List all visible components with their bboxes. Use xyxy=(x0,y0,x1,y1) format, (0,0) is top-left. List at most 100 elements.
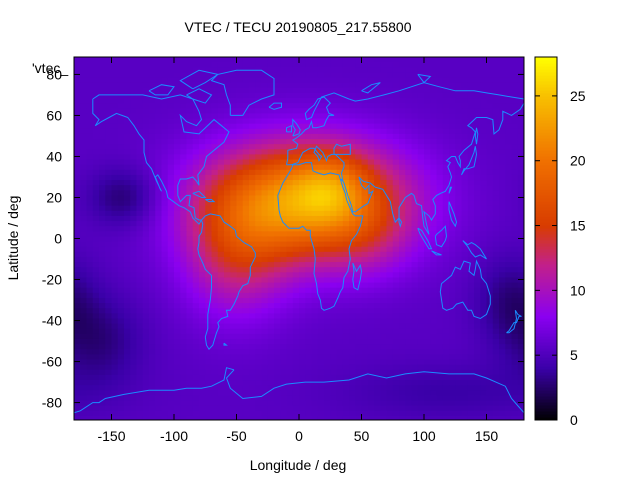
heatmap-cell xyxy=(242,164,250,171)
heatmap-cell xyxy=(486,149,494,156)
heatmap-cell xyxy=(442,354,450,361)
heatmap-cell xyxy=(374,57,381,63)
heatmap-cell xyxy=(480,354,488,361)
heatmap-cell xyxy=(99,82,106,89)
heatmap-cell xyxy=(455,82,463,89)
heatmap-cell xyxy=(330,164,338,171)
heatmap-cell xyxy=(130,113,138,120)
heatmap-cell xyxy=(199,123,206,130)
heatmap-cell xyxy=(405,169,413,176)
heatmap-cell xyxy=(499,72,506,79)
heatmap-cell xyxy=(99,241,106,248)
heatmap-cell xyxy=(517,144,524,150)
heatmap-cell xyxy=(74,72,81,79)
heatmap-cell xyxy=(311,328,319,335)
heatmap-cell xyxy=(511,359,519,366)
heatmap-cell xyxy=(461,98,469,104)
heatmap-cell xyxy=(424,277,431,284)
heatmap-cell xyxy=(155,272,163,279)
heatmap-cell xyxy=(299,236,306,243)
heatmap-cell xyxy=(392,154,400,161)
heatmap-cell xyxy=(117,297,125,304)
heatmap-cell xyxy=(299,82,306,89)
heatmap-cell xyxy=(105,349,113,355)
heatmap-cell xyxy=(86,133,94,140)
heatmap-cell xyxy=(286,400,294,407)
heatmap-cell xyxy=(467,374,475,381)
heatmap-cell xyxy=(280,231,288,238)
heatmap-cell xyxy=(311,359,319,366)
heatmap-cell xyxy=(249,364,256,371)
heatmap-cell xyxy=(330,323,338,330)
heatmap-cell xyxy=(180,200,188,207)
heatmap-cell xyxy=(280,67,288,73)
heatmap-cell xyxy=(155,103,163,109)
heatmap-cell xyxy=(517,103,524,109)
heatmap-cell xyxy=(492,180,500,186)
heatmap-cell xyxy=(155,318,163,325)
heatmap-cell xyxy=(399,185,406,191)
heatmap-cell xyxy=(367,267,375,273)
heatmap-cell xyxy=(99,92,106,99)
heatmap-cell xyxy=(486,390,494,396)
heatmap-cell xyxy=(192,287,200,294)
heatmap-cell xyxy=(167,123,175,130)
heatmap-cell xyxy=(236,92,244,99)
heatmap-cell xyxy=(517,380,524,386)
heatmap-cell xyxy=(405,113,413,120)
heatmap-cell xyxy=(392,405,400,412)
heatmap-cell xyxy=(380,400,388,407)
heatmap-cell xyxy=(124,128,131,135)
heatmap-cell xyxy=(355,297,363,304)
heatmap-cell xyxy=(230,282,238,289)
heatmap-cell xyxy=(255,128,263,135)
heatmap-cell xyxy=(186,272,194,279)
heatmap-cell xyxy=(367,313,375,320)
heatmap-cell xyxy=(505,287,513,294)
heatmap-cell xyxy=(324,128,331,135)
heatmap-cell xyxy=(124,303,131,309)
heatmap-cell xyxy=(311,308,319,314)
heatmap-cell xyxy=(142,344,150,350)
heatmap-cell xyxy=(299,77,306,84)
heatmap-cell xyxy=(142,385,150,391)
heatmap-cell xyxy=(349,180,356,186)
heatmap-cell xyxy=(424,297,431,304)
heatmap-cell xyxy=(292,108,300,114)
heatmap-cell xyxy=(192,400,200,407)
heatmap-cell xyxy=(474,174,481,181)
heatmap-cell xyxy=(324,251,331,258)
heatmap-cell xyxy=(511,72,519,79)
heatmap-cell xyxy=(292,113,300,120)
heatmap-cell xyxy=(349,57,356,63)
heatmap-cell xyxy=(224,333,231,340)
heatmap-cell xyxy=(80,205,88,212)
heatmap-cell xyxy=(136,164,144,171)
heatmap-cell xyxy=(124,328,131,335)
heatmap-cell xyxy=(392,297,400,304)
heatmap-cell xyxy=(267,67,275,73)
heatmap-cell xyxy=(342,169,350,176)
heatmap-cell xyxy=(355,205,363,212)
heatmap-cell xyxy=(311,374,319,381)
heatmap-cell xyxy=(486,328,494,335)
heatmap-cell xyxy=(349,82,356,89)
heatmap-cell xyxy=(449,180,456,186)
heatmap-cell xyxy=(130,236,138,243)
heatmap-cell xyxy=(349,164,356,171)
heatmap-cell xyxy=(405,374,413,381)
heatmap-cell xyxy=(124,200,131,207)
heatmap-cell xyxy=(499,57,506,63)
heatmap-cell xyxy=(111,297,119,304)
heatmap-cell xyxy=(111,154,119,161)
heatmap-cell xyxy=(186,144,194,150)
heatmap-cell xyxy=(261,98,269,104)
heatmap-cell xyxy=(142,108,150,114)
heatmap-cell xyxy=(261,231,269,238)
heatmap-cell xyxy=(99,231,106,238)
heatmap-cell xyxy=(455,190,463,197)
heatmap-cell xyxy=(249,128,256,135)
heatmap-cell xyxy=(236,174,244,181)
heatmap-cell xyxy=(136,328,144,335)
heatmap-cell xyxy=(349,282,356,289)
